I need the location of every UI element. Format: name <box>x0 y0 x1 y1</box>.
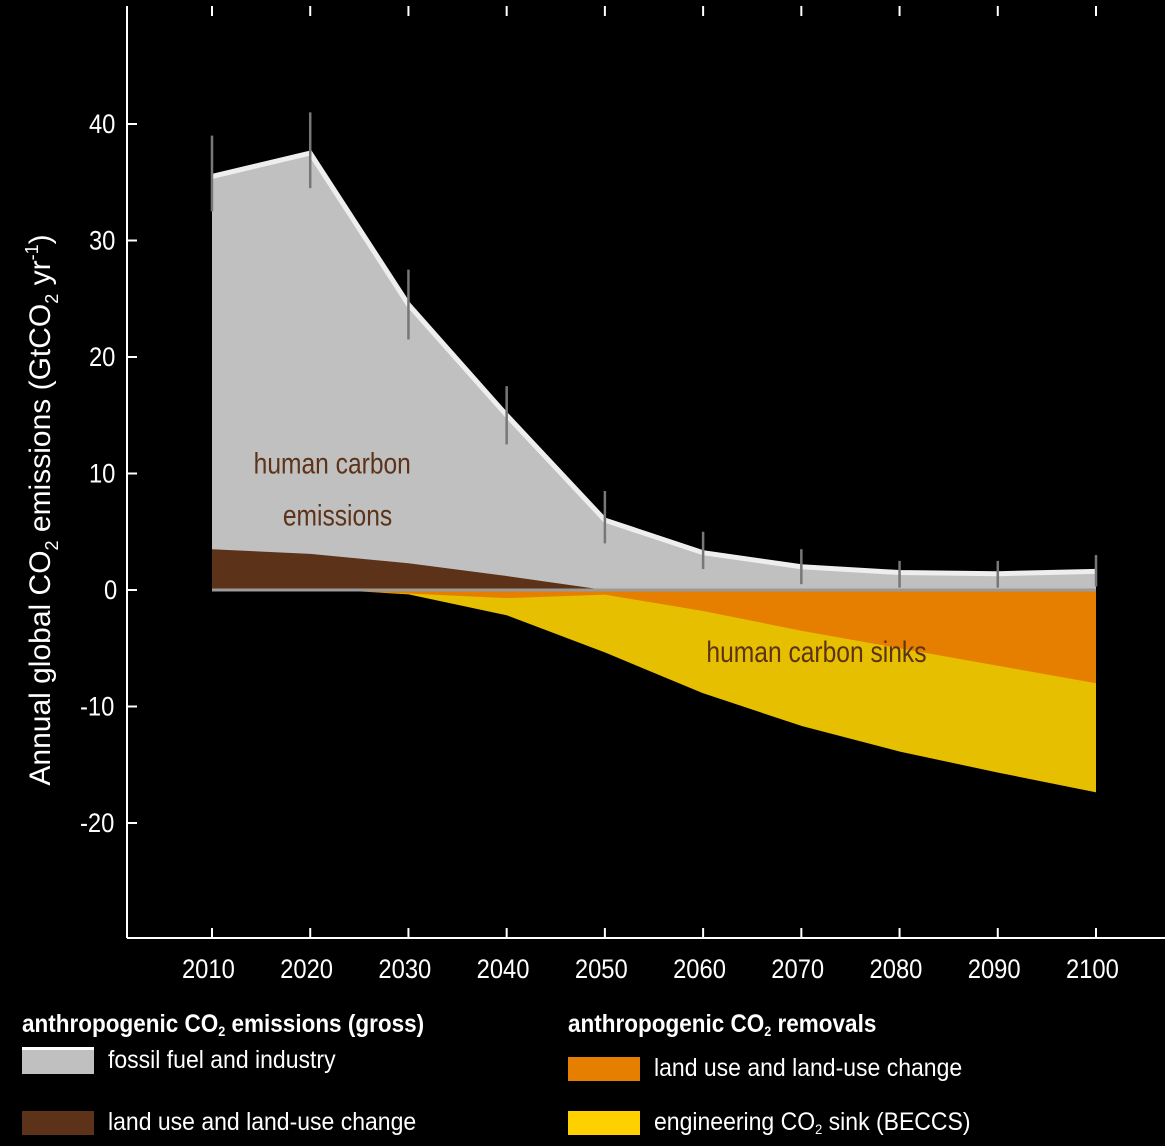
legend-swatch-luc-removals <box>568 1057 640 1081</box>
x-tick-label: 2080 <box>870 955 923 985</box>
legend-removals: anthropogenic CO2 removals land use and … <box>568 1010 971 1137</box>
x-tick-label: 2030 <box>378 955 431 985</box>
legend-swatch-fossil <box>22 1047 94 1074</box>
legend-emissions-heading: anthropogenic CO2 emissions (gross) <box>22 1010 425 1039</box>
x-tick-label: 2090 <box>968 955 1021 985</box>
legend-removals-heading: anthropogenic CO2 removals <box>568 1010 877 1039</box>
chart-areas <box>211 150 1097 796</box>
y-tick-label: 30 <box>89 226 115 256</box>
y-tick-label: -10 <box>80 692 114 722</box>
annotation-text: human carbon <box>254 446 411 480</box>
x-tick-label: 2070 <box>771 955 824 985</box>
legend-swatch-beccs <box>568 1111 640 1135</box>
x-tick-label: 2060 <box>673 955 726 985</box>
legend: anthropogenic CO2 emissions (gross) foss… <box>22 1010 1162 1146</box>
area-luc-removals <box>212 590 1096 684</box>
y-axis-label: Annual global CO2 emissions (GtCO2 yr-1) <box>22 234 62 785</box>
line-beccs-edge <box>212 588 1097 796</box>
legend-label-beccs: engineering CO2 sink (BECCS) <box>654 1108 971 1137</box>
x-tick-label: 2040 <box>477 955 530 985</box>
x-tick-label: 2020 <box>280 955 333 985</box>
y-tick-label: 10 <box>89 459 115 489</box>
x-tick-label: 2010 <box>182 955 235 985</box>
annotation-text: emissions <box>283 498 392 532</box>
x-tick-label: 2050 <box>575 955 628 985</box>
y-tick-label: 40 <box>89 110 115 140</box>
legend-swatch-luc-emissions <box>22 1111 94 1135</box>
area-fossil <box>212 153 1096 590</box>
error-bars <box>210 112 1098 588</box>
legend-label-luc-removals: land use and land-use change <box>654 1054 963 1082</box>
y-tick-label: 20 <box>89 343 115 373</box>
legend-label-fossil: fossil fuel and industry <box>108 1046 336 1074</box>
area-luc-emissions <box>212 549 1096 590</box>
line-fossil-edge <box>211 150 1097 577</box>
legend-emissions: anthropogenic CO2 emissions (gross) foss… <box>22 1010 469 1136</box>
annotation-text: human carbon sinks <box>706 635 926 669</box>
annotations: human carbon emissions human carbon sinks <box>254 446 927 669</box>
x-tick-label: 2100 <box>1066 955 1119 985</box>
y-tick-label: 0 <box>104 576 117 606</box>
legend-label-luc-emissions: land use and land-use change <box>108 1108 417 1136</box>
y-tick-label: -20 <box>80 809 114 839</box>
